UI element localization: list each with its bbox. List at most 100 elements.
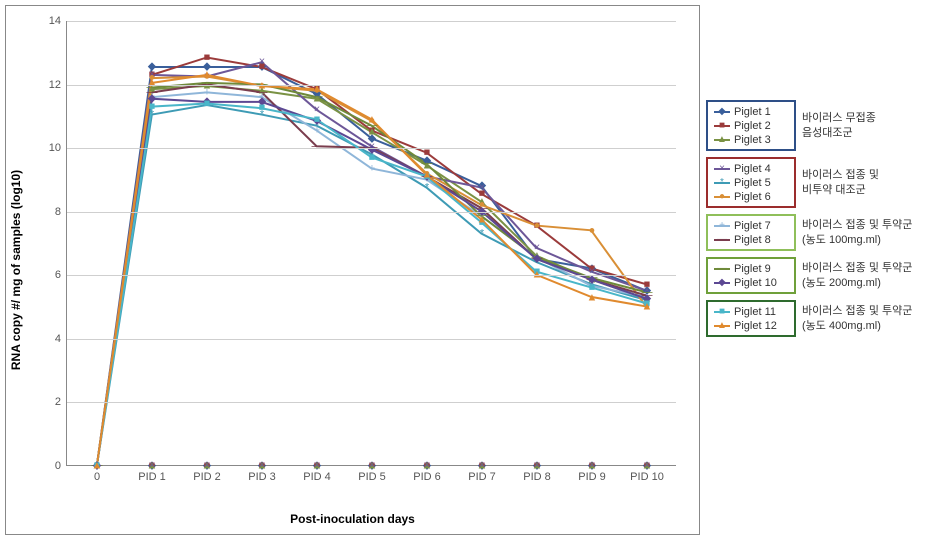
legend-swatch: ■ — [714, 307, 730, 317]
data-marker: + — [149, 92, 155, 103]
data-marker: + — [424, 174, 430, 185]
data-marker: × — [644, 286, 650, 297]
legend-group-label: 바이러스 무접종음성대조군 — [802, 111, 876, 141]
data-marker: ◆ — [258, 97, 266, 108]
legend-group-box: ■Piglet 11▲Piglet 12 — [706, 300, 796, 337]
data-marker: — — [367, 120, 378, 131]
data-marker: ■ — [204, 98, 211, 109]
data-marker: ◆ — [478, 181, 486, 192]
data-marker: ● — [644, 302, 651, 313]
data-marker: ▲ — [422, 160, 433, 171]
legend-item: *Piglet 5 — [714, 176, 788, 190]
data-marker: ■ — [149, 101, 156, 112]
data-marker: ◆ — [148, 62, 156, 73]
gridline — [67, 339, 676, 340]
legend-item: +Piglet 7 — [714, 219, 788, 233]
data-marker: ● — [369, 116, 376, 127]
legend-swatch: * — [714, 178, 730, 188]
data-marker: × — [534, 243, 540, 254]
data-marker: ■ — [424, 171, 431, 182]
x-tick-label: 0 — [94, 465, 100, 483]
data-marker: ■ — [479, 189, 486, 200]
data-marker: — — [422, 159, 433, 170]
data-marker: * — [370, 149, 374, 160]
legend-swatch: ◆ — [714, 278, 730, 288]
legend-item: ◆Piglet 10 — [714, 276, 788, 290]
data-marker: × — [424, 171, 430, 182]
x-tick-label: PID 7 — [468, 465, 496, 483]
data-marker: — — [202, 77, 213, 88]
data-marker: — — [642, 290, 653, 301]
legend-swatch: ■ — [714, 121, 730, 131]
legend-swatch: ▲ — [714, 321, 730, 331]
data-marker: × — [149, 70, 155, 81]
x-tick-label: PID 8 — [523, 465, 551, 483]
legend-item-label: Piglet 9 — [734, 263, 771, 275]
plot-area: ◆◆◆◆◆◆◆◆◆◆◆■■■■■■■■■■■▲▲▲▲▲▲▲▲▲▲▲×××××××… — [66, 21, 676, 466]
data-marker: ▲ — [532, 251, 543, 262]
legend-item-label: Piglet 7 — [734, 220, 771, 232]
legend-item-label: Piglet 1 — [734, 106, 771, 118]
x-tick-label: PID 3 — [248, 465, 276, 483]
data-marker: — — [257, 87, 268, 98]
y-tick-label: 8 — [55, 206, 67, 218]
data-marker: ■ — [259, 62, 266, 73]
data-marker: ■ — [204, 52, 211, 63]
data-marker: ■ — [314, 114, 321, 125]
data-marker: * — [150, 109, 154, 120]
data-marker: ◆ — [313, 89, 321, 100]
y-tick-label: 10 — [49, 142, 67, 154]
data-marker: ■ — [369, 152, 376, 163]
data-marker: ● — [314, 85, 321, 96]
data-marker: ■ — [259, 103, 266, 114]
legend-group-label: 바이러스 접종 및 투약군(농도 400mg.ml) — [802, 304, 912, 334]
legend-group: +Piglet 7—Piglet 8바이러스 접종 및 투약군(농도 100mg… — [706, 214, 931, 251]
x-tick-label: PID 5 — [358, 465, 386, 483]
legend-item-label: Piglet 8 — [734, 234, 771, 246]
data-marker: ▲ — [257, 81, 268, 92]
y-tick-label: 12 — [49, 79, 67, 91]
data-marker: ◆ — [203, 97, 211, 108]
data-marker: ▲ — [367, 127, 378, 138]
legend-group-label: 바이러스 접종 및비투약 대조군 — [802, 168, 879, 198]
data-marker: ● — [424, 168, 431, 179]
data-marker: ● — [149, 73, 156, 84]
data-marker: ▲ — [367, 114, 378, 125]
legend-item-label: Piglet 2 — [734, 120, 771, 132]
data-marker: ◆ — [533, 254, 541, 265]
data-marker: × — [314, 105, 320, 116]
data-marker: ◆ — [148, 93, 156, 104]
data-marker: ▲ — [642, 302, 653, 313]
legend-item: —Piglet 9 — [714, 262, 788, 276]
data-marker: + — [644, 292, 650, 303]
data-marker: * — [535, 257, 539, 268]
data-marker: ◆ — [423, 155, 431, 166]
y-tick-label: 4 — [55, 333, 67, 345]
gridline — [67, 85, 676, 86]
chart-container: RNA copy #/ mg of samples (log10) ◆ ◆ ◆ ◆ ◆ ◆… — [5, 5, 700, 535]
data-marker: ● — [204, 71, 211, 82]
data-marker: ▲ — [642, 294, 653, 305]
data-marker: ◆ — [368, 144, 376, 155]
legend-swatch: ● — [714, 192, 730, 202]
data-marker: — — [312, 141, 323, 152]
legend-item: ◆Piglet 1 — [714, 105, 788, 119]
legend-item: ■ Piglet 2 — [714, 119, 788, 133]
legend-panel: ◆Piglet 1■Piglet 2▲Piglet 3바이러스 무접종음성대조군… — [700, 0, 935, 542]
data-marker: ● — [479, 200, 486, 211]
data-marker: ◆ — [533, 254, 541, 265]
legend-group-box: ×Piglet 4*Piglet 5●Piglet 6 — [706, 157, 796, 208]
legend-item-label: Piglet 6 — [734, 191, 771, 203]
data-marker: * — [425, 182, 429, 193]
data-marker: * — [315, 120, 319, 131]
x-tick-label: PID 4 — [303, 465, 331, 483]
data-marker: ◆ — [643, 294, 651, 305]
data-marker: — — [642, 287, 653, 298]
legend-group: ■Piglet 11▲Piglet 12바이러스 접종 및 투약군(농도 400… — [706, 300, 931, 337]
data-marker: ● — [589, 225, 596, 236]
legend-item: ▲Piglet 12 — [714, 319, 788, 333]
data-marker: — — [147, 87, 158, 98]
y-axis-label: RNA copy #/ mg of samples (log10) — [9, 170, 23, 370]
data-marker: * — [205, 100, 209, 111]
legend-group: ×Piglet 4*Piglet 5●Piglet 6바이러스 접종 및비투약 … — [706, 157, 931, 208]
